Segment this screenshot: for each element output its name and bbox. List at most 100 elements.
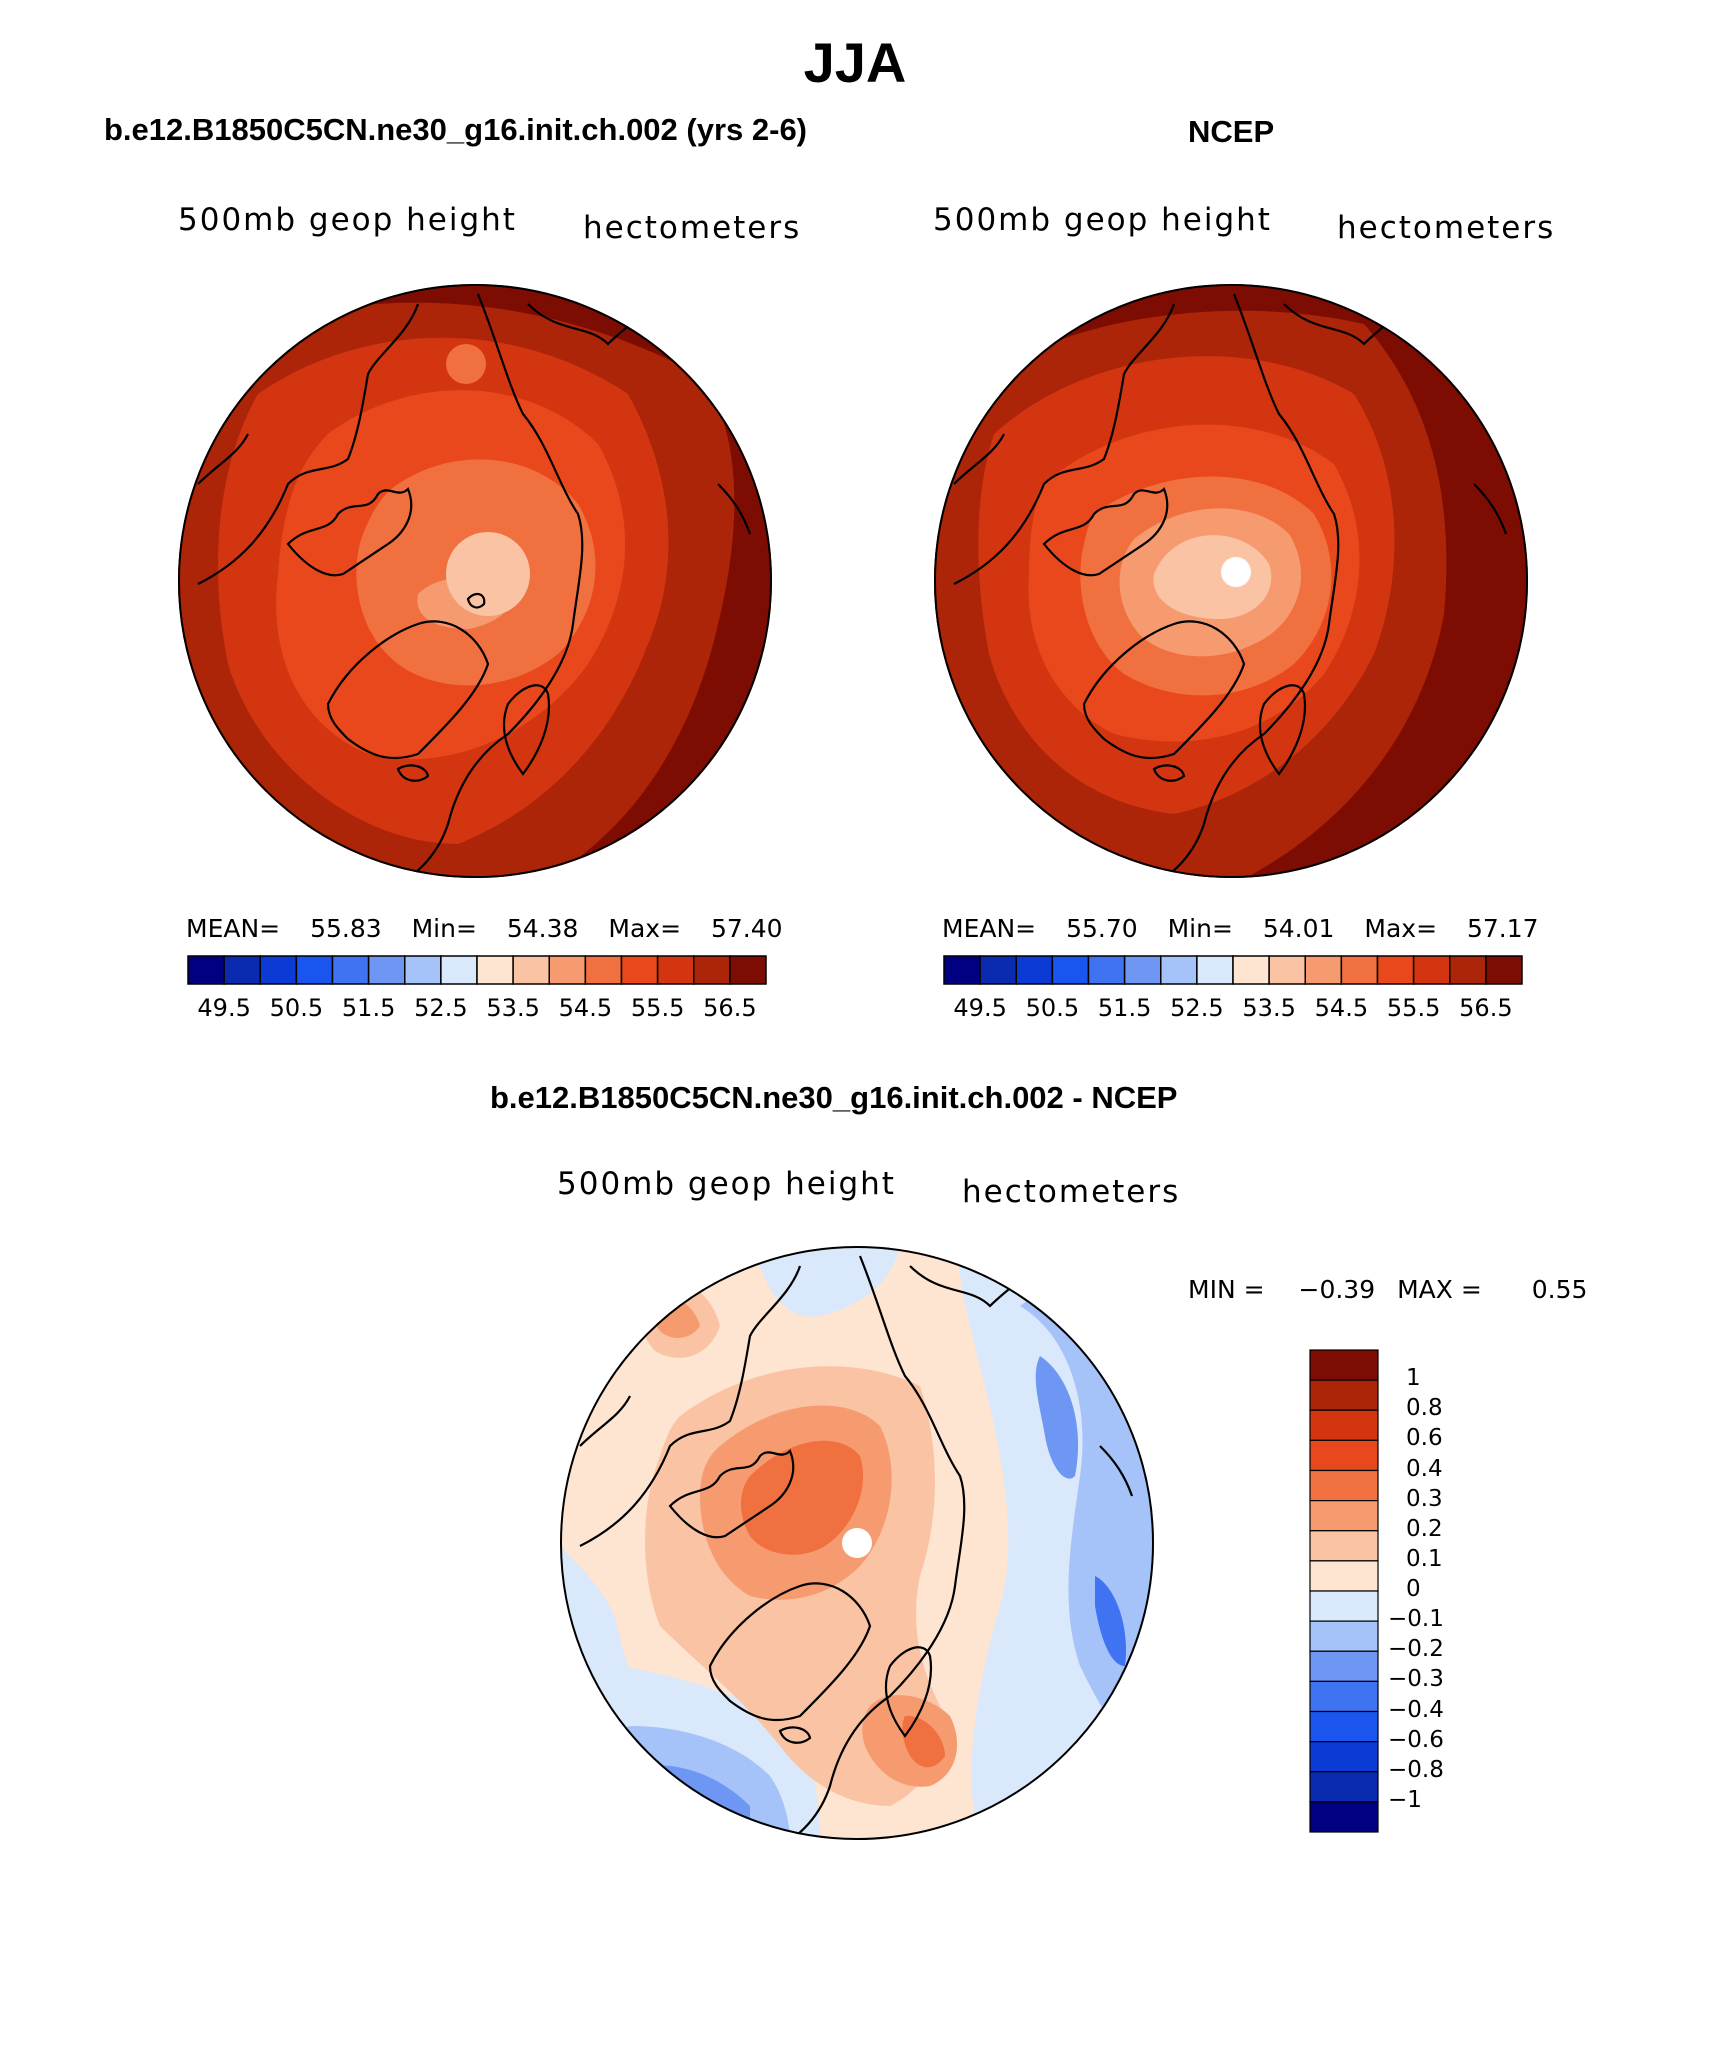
coastline-archipelago xyxy=(1042,487,1169,577)
colorbar-tick-label: 0.2 xyxy=(1406,1515,1443,1542)
colorbar-swatch xyxy=(1309,1741,1379,1773)
colorbar-tick-label: −0.8 xyxy=(1388,1756,1444,1783)
colorbar-tick-label: 52.5 xyxy=(1170,994,1224,1022)
colorbar-swatch xyxy=(259,955,298,985)
contour-pacific-spot xyxy=(446,344,486,384)
contour-max-center xyxy=(446,532,530,616)
colorbar-tick-label: −0.4 xyxy=(1388,1696,1444,1723)
colorbar-swatch xyxy=(295,955,334,985)
colorbar-swatch xyxy=(1309,1349,1379,1381)
diff-max-value: 0.55 xyxy=(1531,1275,1588,1304)
coastline-alaska xyxy=(197,433,249,485)
model-max-value: 57.40 xyxy=(711,914,783,943)
colorbar-swatch xyxy=(1449,955,1487,985)
colorbar-swatch xyxy=(729,955,767,985)
colorbar-swatch xyxy=(1123,955,1162,985)
coastline-greenland xyxy=(1082,620,1246,759)
diff-min-value: −0.39 xyxy=(1298,1275,1376,1304)
model-polar-map xyxy=(178,284,772,878)
obs-field-label: 500mb geop height xyxy=(933,202,1272,238)
diff-min-label: MIN = xyxy=(1188,1275,1265,1304)
colorbar-tick-label: 0.8 xyxy=(1406,1395,1443,1422)
colorbar-tick-label: 53.5 xyxy=(486,994,540,1022)
colorbar-swatch xyxy=(1309,1439,1379,1472)
colorbar-tick-label: 54.5 xyxy=(1314,994,1369,1022)
coastline-north-america xyxy=(953,303,1176,585)
obs-colorbar xyxy=(943,955,1523,985)
model-min-value: 54.38 xyxy=(506,914,579,943)
colorbar-tick-label: 55.5 xyxy=(630,994,685,1022)
obs-units-label: hectometers xyxy=(1337,210,1556,246)
colorbar-swatch xyxy=(440,955,478,985)
coastline-archipelago xyxy=(286,487,413,577)
missing-data-pole xyxy=(842,1528,872,1558)
model-min-label: Min= xyxy=(411,914,477,943)
colorbar-swatch xyxy=(1087,955,1126,985)
colorbar-swatch xyxy=(512,955,550,985)
coastline-greenland xyxy=(326,620,490,759)
colorbar-swatch xyxy=(1160,955,1198,985)
contour-pos-scandinavia-2 xyxy=(902,1715,945,1768)
coastline-eurasia xyxy=(779,1255,966,1840)
colorbar-swatch xyxy=(1268,955,1306,985)
colorbar-tick-label: 52.5 xyxy=(414,994,468,1022)
model-mean-label: MEAN= xyxy=(186,914,281,943)
colorbar-swatch xyxy=(1309,1801,1379,1833)
colorbar-swatch xyxy=(187,955,225,985)
colorbar-swatch xyxy=(1309,1680,1379,1713)
colorbar-swatch xyxy=(584,955,623,985)
colorbar-tick-label: 49.5 xyxy=(197,994,251,1022)
coastline-iceland xyxy=(778,1726,812,1744)
main-title: JJA xyxy=(803,31,907,94)
colorbar-swatch xyxy=(1309,1500,1379,1532)
model-colorbar xyxy=(187,955,767,985)
obs-min-value: 54.01 xyxy=(1262,914,1335,943)
colorbar-tick-label: 55.5 xyxy=(1386,994,1441,1022)
coastline-kamchatka xyxy=(1099,1445,1134,1497)
colorbar-tick-label: 51.5 xyxy=(341,994,396,1022)
obs-max-value: 57.17 xyxy=(1467,914,1539,943)
coastline-kamchatka xyxy=(717,483,752,535)
colorbar-swatch xyxy=(367,955,406,985)
contour-neg-east-3 xyxy=(1035,1356,1079,1479)
coastline-iceland xyxy=(396,764,430,782)
diff-field-label: 500mb geop height xyxy=(557,1166,896,1202)
colorbar-swatch xyxy=(223,955,261,985)
colorbar-swatch xyxy=(1309,1469,1379,1502)
colorbar-tick-label: 56.5 xyxy=(703,994,757,1022)
obs-min-label: Min= xyxy=(1167,914,1233,943)
colorbar-swatch xyxy=(1485,955,1523,985)
diff-polar-map xyxy=(560,1246,1154,1840)
coastline-north-america xyxy=(579,1265,802,1547)
colorbar-swatch xyxy=(1309,1590,1379,1622)
colorbar-swatch xyxy=(1340,955,1379,985)
colorbar-swatch xyxy=(1051,955,1090,985)
colorbar-swatch xyxy=(1309,1771,1379,1803)
colorbar-tick-label: 53.5 xyxy=(1242,994,1296,1022)
colorbar-tick-label: 54.5 xyxy=(558,994,613,1022)
diff-panel-title: b.e12.B1850C5CN.ne30_g16.init.ch.002 - N… xyxy=(490,1080,1178,1115)
coastline-svalbard xyxy=(466,592,486,609)
colorbar-swatch xyxy=(1309,1560,1379,1592)
colorbar-swatch xyxy=(1309,1379,1379,1411)
contour-535 xyxy=(1153,535,1272,619)
colorbar-tick-label: 0.6 xyxy=(1406,1425,1443,1452)
colorbar-tick-label: 0.1 xyxy=(1406,1545,1443,1572)
colorbar-swatch xyxy=(693,955,731,985)
colorbar-swatch xyxy=(1309,1530,1379,1562)
colorbar-tick-label: 50.5 xyxy=(1025,994,1080,1022)
missing-data-pole xyxy=(1221,557,1251,587)
coastline-iceland xyxy=(1152,764,1186,782)
colorbar-swatch xyxy=(1232,955,1270,985)
colorbar-swatch xyxy=(1309,1620,1379,1652)
colorbar-swatch xyxy=(979,955,1017,985)
obs-max-label: Max= xyxy=(1364,914,1438,943)
colorbar-swatch xyxy=(476,955,514,985)
colorbar-tick-label: 0.3 xyxy=(1406,1485,1443,1512)
colorbar-swatch xyxy=(1376,955,1415,985)
contour-pos-3 xyxy=(741,1440,864,1555)
coastline-scandinavia xyxy=(1259,684,1307,776)
colorbar-tick-label: 50.5 xyxy=(269,994,324,1022)
obs-polar-map xyxy=(934,284,1528,878)
model-units-label: hectometers xyxy=(583,210,802,246)
